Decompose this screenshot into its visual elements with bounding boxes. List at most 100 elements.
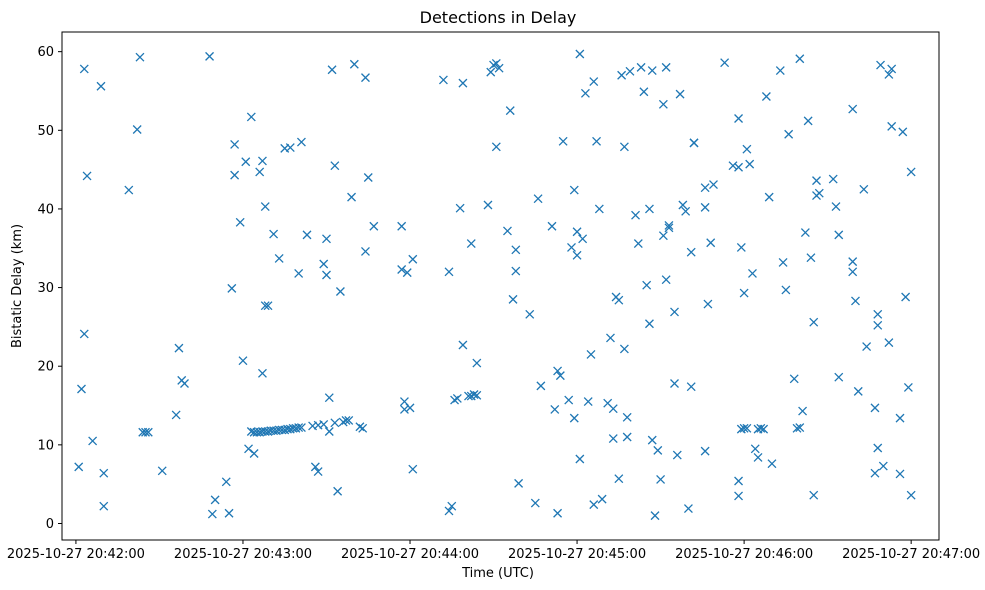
data-point <box>614 295 624 305</box>
data-point <box>734 162 744 172</box>
data-point <box>876 60 885 70</box>
data-point <box>686 247 696 257</box>
data-point <box>831 202 841 212</box>
data-point <box>608 434 618 444</box>
data-point <box>255 167 265 177</box>
data-point <box>658 231 668 241</box>
data-point <box>525 309 535 319</box>
data-point <box>898 127 908 137</box>
data-point <box>489 60 498 70</box>
data-point <box>397 265 407 274</box>
x-tick-label: 2025-10-27 20:42:00 <box>7 547 145 562</box>
data-point <box>335 287 345 296</box>
data-point <box>636 62 646 72</box>
data-point <box>608 404 618 414</box>
data-point <box>742 423 752 433</box>
data-point <box>313 467 323 477</box>
data-point <box>141 427 150 437</box>
data-point <box>514 478 524 488</box>
data-point <box>397 221 407 231</box>
data-point <box>274 254 284 263</box>
data-point <box>547 221 557 231</box>
data-point <box>553 508 563 518</box>
data-point <box>644 319 654 329</box>
data-point <box>483 200 493 210</box>
data-point <box>458 78 468 88</box>
data-point <box>472 358 482 368</box>
data-point <box>748 268 757 278</box>
data-point <box>753 452 763 462</box>
data-point <box>294 268 304 278</box>
data-point <box>650 511 660 521</box>
data-point <box>486 67 496 77</box>
data-point <box>569 413 579 423</box>
data-point <box>257 368 267 378</box>
data-point <box>564 395 574 405</box>
data-point <box>135 52 145 62</box>
data-point <box>619 344 629 354</box>
data-point <box>851 296 860 306</box>
data-point <box>736 243 746 252</box>
data-point <box>536 381 546 391</box>
data-point <box>408 464 418 474</box>
data-point <box>647 66 657 75</box>
data-point <box>617 70 627 80</box>
data-point <box>227 283 237 293</box>
data-point <box>728 161 738 171</box>
y-tick-label: 10 <box>37 438 54 453</box>
data-point <box>795 54 805 64</box>
data-point <box>230 139 240 149</box>
data-point <box>171 410 181 420</box>
data-point <box>224 508 234 518</box>
data-point <box>235 217 245 227</box>
data-point <box>533 194 543 204</box>
data-point <box>625 66 635 76</box>
data-point <box>553 366 563 376</box>
data-point <box>310 462 320 472</box>
data-point <box>686 382 696 392</box>
data-point <box>578 234 588 244</box>
data-point <box>734 491 744 501</box>
data-point <box>887 121 897 131</box>
data-point <box>572 227 582 237</box>
data-point <box>210 495 220 505</box>
data-point <box>664 223 674 233</box>
data-point <box>720 58 730 68</box>
data-point <box>330 161 340 171</box>
data-point <box>834 372 844 382</box>
data-point <box>870 403 880 413</box>
x-axis-ticks: 2025-10-27 20:42:00 2025-10-27 20:43:00 20… <box>7 540 980 562</box>
data-point <box>221 477 231 487</box>
x-tick-label: 2025-10-27 20:45:00 <box>508 547 646 562</box>
data-point <box>263 301 273 311</box>
data-point <box>88 436 98 446</box>
data-point <box>800 228 810 237</box>
data-point <box>408 254 418 264</box>
data-point <box>633 239 643 248</box>
data-point <box>809 490 819 500</box>
data-point <box>575 49 585 59</box>
plot-area <box>61 31 940 541</box>
data-point <box>333 486 343 496</box>
data-point <box>402 268 412 278</box>
data-point <box>505 106 515 116</box>
data-point <box>661 62 671 72</box>
data-point <box>363 173 373 182</box>
data-point <box>558 136 568 146</box>
data-point <box>511 245 521 255</box>
y-tick-label: 0 <box>46 517 54 532</box>
data-point <box>494 63 504 73</box>
data-point <box>639 87 649 97</box>
data-point <box>74 462 84 472</box>
data-point <box>614 474 624 484</box>
data-point <box>859 184 869 194</box>
data-point <box>884 338 894 348</box>
data-point <box>619 142 629 152</box>
data-point <box>580 88 590 98</box>
data-point <box>734 114 744 123</box>
data-point <box>458 340 468 350</box>
data-point <box>761 92 771 101</box>
data-point <box>764 192 774 202</box>
